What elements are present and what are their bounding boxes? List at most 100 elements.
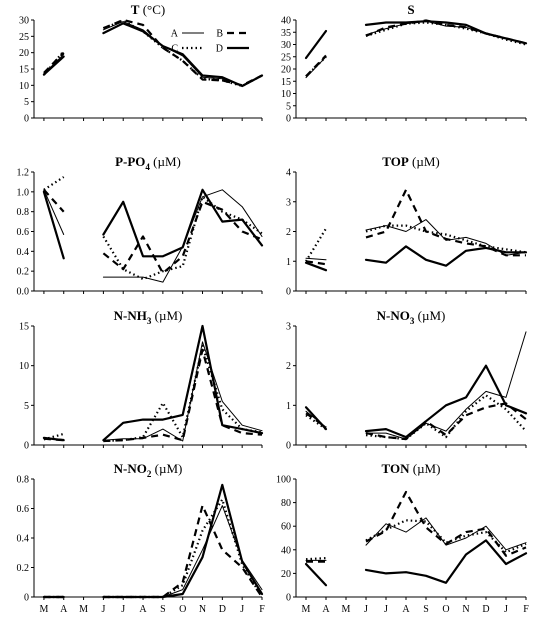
y-tick-label: 0.8 [17,207,30,218]
series-line-a [102,505,263,598]
x-tick-label: M [342,604,351,615]
y-tick-label: 1.0 [17,187,30,198]
series-line-c [305,227,327,262]
x-tick-label: A [60,604,68,615]
series-line-d [304,29,328,60]
series-line-d [304,562,328,587]
y-tick-label: 20 [281,569,291,580]
series-line-d [102,483,264,599]
legend-label: D [216,44,223,55]
panel-title: S [407,2,414,17]
y-tick-label: 20 [19,48,29,59]
y-tick-label: 25 [281,52,291,63]
x-tick-label: N [199,604,206,615]
y-tick-label: 1 [286,257,291,268]
y-tick-label: 0.4 [17,534,30,545]
series-line-b [103,504,263,599]
series-line-b [305,260,327,266]
series-line-c [305,557,327,561]
x-tick-label: J [101,604,105,615]
panel-n-no3: 0 1 2 3 N-NO3 (µM) [286,308,528,452]
series-line-b [102,18,263,87]
y-tick-label: 1 [286,401,291,412]
y-tick-label: 30 [281,40,291,51]
y-tick-label: 1.2 [17,168,30,179]
series-line-d [304,261,328,272]
series-line-d [102,188,264,258]
x-tick-label: O [179,604,186,615]
y-tick-label: 60 [281,522,291,533]
series-line-b [43,189,65,213]
y-tick-label: 5 [24,401,29,412]
y-tick-label: 0.0 [17,287,30,298]
y-tick-label: 35 [281,28,291,39]
series-line-c [43,176,65,191]
panel-top: 0 1 2 3 4 TOP (µM) [286,154,528,298]
y-tick-label: 2 [286,361,291,372]
series-line-a [365,331,527,440]
series-line-b [102,200,263,275]
x-tick-label: A [402,604,410,615]
y-tick-label: 15 [19,322,29,333]
series-line-c [103,344,263,443]
series-line-d [42,55,65,76]
series-line-a [305,257,327,261]
panel-title: N-NO2 (µM) [114,461,183,479]
series-line-b [365,490,527,557]
y-tick-label: 15 [281,77,291,88]
series-line-d [304,406,328,431]
series-line-d [102,22,264,88]
legend-label: B [216,29,223,40]
y-tick-label: 0.4 [17,247,30,258]
x-tick-label: O [442,604,449,615]
series-line-c [102,195,263,281]
series-line-c [365,224,527,254]
x-tick-label: M [39,604,48,615]
series-line-b [365,188,526,257]
x-tick-label: S [423,604,429,615]
y-tick-label: 0 [24,593,29,604]
x-tick-label: J [121,604,125,615]
series-line-d [102,324,264,442]
y-tick-label: 3 [286,197,291,208]
y-tick-label: 3 [286,322,291,333]
y-tick-label: 4 [286,168,291,179]
panel-n-nh3: 0 5 10 15 N-NH3 (µM) [19,308,264,452]
y-tick-label: 10 [19,361,29,372]
series-line-a [43,189,65,235]
series-line-c [365,21,527,46]
y-tick-label: 0.6 [17,227,30,238]
y-tick-label: 10 [281,89,291,100]
series-line-d [364,364,528,439]
y-tick-label: 10 [19,81,29,92]
series-line-d [364,20,528,45]
series-line-b [305,412,327,429]
x-tick-label: A [139,604,147,615]
series-line-d [42,190,65,260]
y-tick-label: 40 [281,545,291,556]
panel-p-po4: 0.0 0.2 0.4 0.6 0.8 1.0 1.2 P-PO4 (µM) [17,154,264,298]
y-tick-label: 20 [281,65,291,76]
y-tick-label: 5 [286,101,291,112]
panel-title: P-PO4 (µM) [115,154,181,172]
series-line-c [43,432,64,441]
y-tick-label: 30 [19,16,29,27]
y-tick-label: 80 [281,498,291,509]
x-tick-label: J [384,604,388,615]
x-tick-label: J [240,604,244,615]
y-tick-label: 2 [286,227,291,238]
y-tick-label: 15 [19,65,29,76]
series-line-d [364,539,528,584]
series-line-b [43,51,65,74]
y-tick-label: 0.6 [17,504,30,515]
y-tick-label: 0.2 [17,563,30,574]
series-line-d [364,245,528,267]
legend-label: C [171,44,178,55]
y-tick-label: 0 [286,114,291,125]
series-line-d [42,436,65,442]
series-line-b [103,348,263,443]
panel-title: TON (µM) [382,461,441,476]
